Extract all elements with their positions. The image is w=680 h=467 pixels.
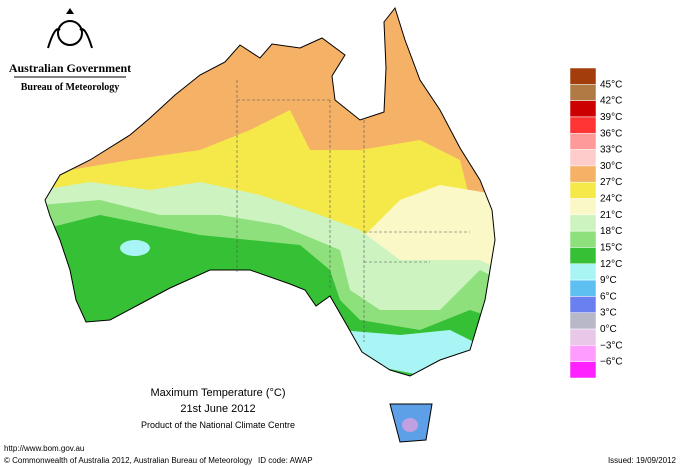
bureau-name: Bureau of Meteorology <box>21 82 120 93</box>
legend-label: −6°C <box>600 357 623 368</box>
legend-swatch <box>569 345 597 362</box>
state-borders <box>236 80 470 342</box>
legend-label: 36°C <box>600 128 622 139</box>
footer-id: ID code: AWAP <box>258 456 313 465</box>
legend-swatch <box>569 263 597 281</box>
map-source: Product of the National Climate Centre <box>141 420 295 430</box>
legend-label: 45°C <box>600 79 622 90</box>
legend-swatch <box>569 328 597 346</box>
legend-swatch <box>569 116 597 134</box>
legend-swatch <box>569 133 597 150</box>
legend-label: 0°C <box>600 324 617 335</box>
legend-swatch <box>569 230 597 248</box>
legend-label: 12°C <box>600 259 622 270</box>
legend-swatch <box>569 247 597 265</box>
legend-swatch <box>569 361 597 379</box>
legend-label: −3°C <box>600 340 623 351</box>
coat-of-arms <box>47 8 93 49</box>
legend-label: 6°C <box>600 291 617 302</box>
legend-swatch <box>569 214 597 232</box>
legend-label: 9°C <box>600 275 617 286</box>
legend-swatch <box>569 312 597 330</box>
legend-label: 3°C <box>600 308 617 319</box>
legend-swatch <box>569 165 597 183</box>
legend-swatch <box>569 296 597 313</box>
map-title: Maximum Temperature (°C) <box>150 387 285 399</box>
legend-label: 24°C <box>600 194 622 205</box>
legend-label: 15°C <box>600 242 622 253</box>
legend-swatch <box>569 84 597 101</box>
legend-swatch <box>569 67 597 85</box>
legend-label: 42°C <box>600 96 622 107</box>
legend: 45°C 42°C 39°C 36°C 33°C 30°C 27°C 24°C 21°C 18°C… <box>569 67 623 379</box>
legend-swatch <box>569 149 597 167</box>
legend-swatch <box>569 181 597 199</box>
footer-url: http://www.bom.gov.au <box>4 444 84 453</box>
legend-swatch <box>569 279 597 297</box>
map-date: 21st June 2012 <box>180 403 255 415</box>
footer-issued: Issued: 19/09/2012 <box>608 456 677 465</box>
legend-swatch <box>569 100 597 118</box>
legend-label: 39°C <box>600 112 622 123</box>
legend-label: 33°C <box>600 145 622 156</box>
legend-label: 21°C <box>600 210 622 221</box>
legend-label: 18°C <box>600 226 622 237</box>
footer-copyright: © Commonwealth of Australia 2012, Austra… <box>4 456 252 465</box>
legend-label: 30°C <box>600 161 622 172</box>
government-name: Australian Government <box>9 61 131 75</box>
coastline <box>44 6 496 443</box>
legend-swatch <box>569 198 597 216</box>
legend-label: 27°C <box>600 177 622 188</box>
